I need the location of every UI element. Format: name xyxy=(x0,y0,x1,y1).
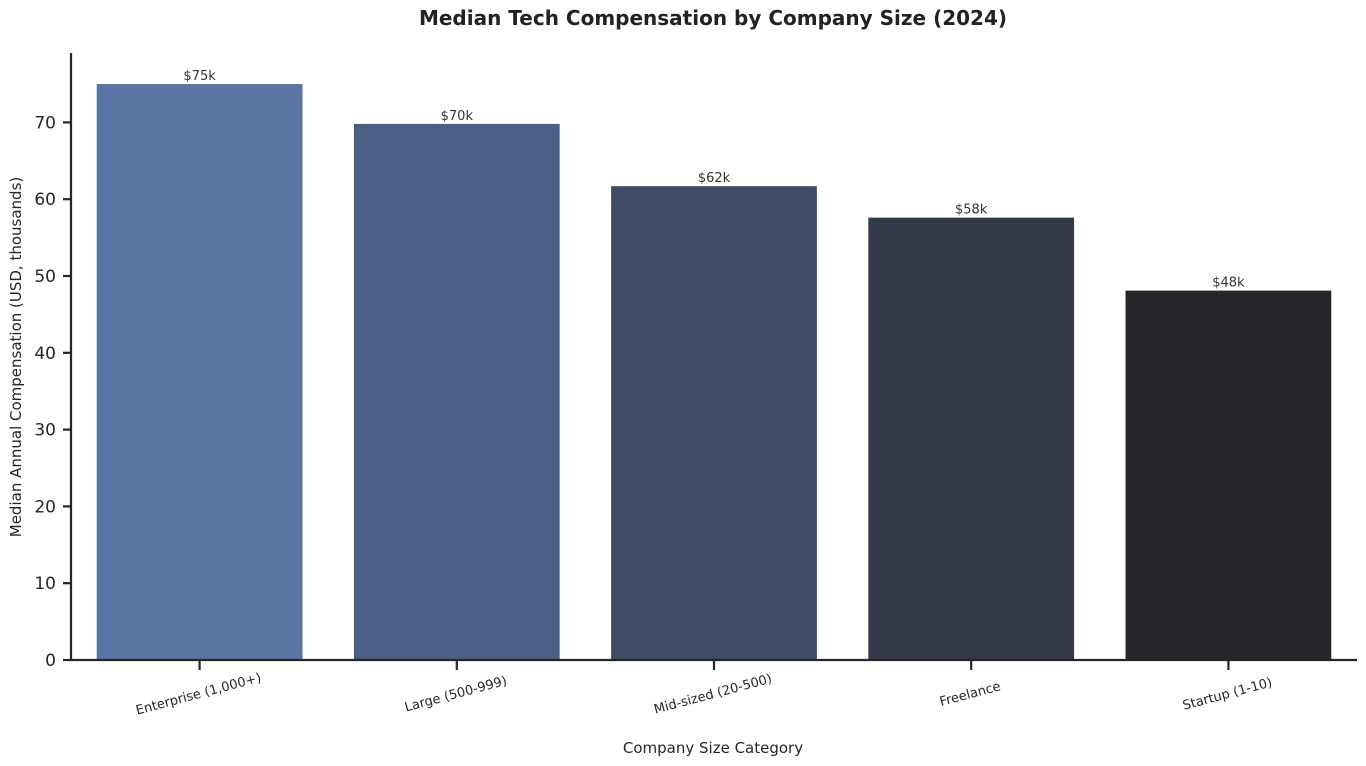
x-tick-label: Large (500-999) xyxy=(403,674,508,716)
y-tick-label: 10 xyxy=(34,574,56,594)
x-tick-label: Mid-sized (20-500) xyxy=(652,672,773,718)
y-tick-label: 30 xyxy=(34,421,56,441)
y-tick-label: 50 xyxy=(34,267,56,287)
chart-title: Median Tech Compensation by Company Size… xyxy=(419,6,1007,30)
bar xyxy=(96,84,303,660)
y-tick-label: 70 xyxy=(34,113,56,133)
x-tick-label: Enterprise (1,000+) xyxy=(134,671,263,719)
x-tick-label: Startup (1-10) xyxy=(1181,675,1274,713)
x-axis-label: Company Size Category xyxy=(623,739,803,757)
y-tick-label: 40 xyxy=(34,344,56,364)
data-label: $75k xyxy=(183,69,216,84)
y-axis-label: Median Annual Compensation (USD, thousan… xyxy=(7,177,25,537)
bar xyxy=(353,123,560,661)
data-label: $48k xyxy=(1212,276,1245,291)
data-label: $62k xyxy=(698,171,731,186)
y-tick-label: 0 xyxy=(45,651,56,671)
bar xyxy=(868,217,1075,660)
data-label: $58k xyxy=(955,203,988,218)
bar xyxy=(611,186,817,661)
y-tick-label: 60 xyxy=(34,190,56,210)
bar xyxy=(1125,290,1332,660)
data-label: $70k xyxy=(441,109,474,124)
y-tick-label: 20 xyxy=(34,497,56,517)
x-tick-label: Freelance xyxy=(938,679,1002,710)
plot-area: $75k $70k $62k $58k $48k xyxy=(96,69,1332,661)
